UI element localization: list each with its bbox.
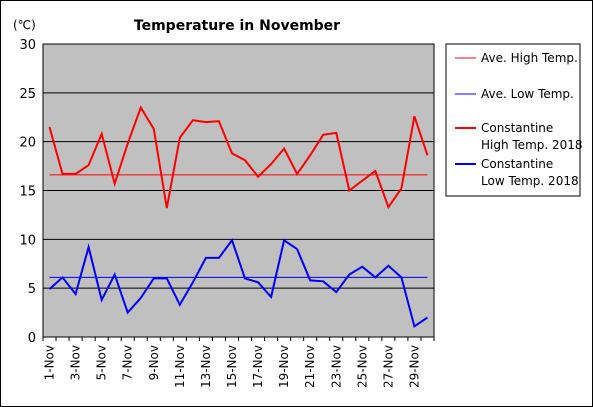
unit-label: (℃) (13, 18, 36, 32)
xtick-label: 5-Nov (95, 345, 109, 380)
xtick-label: 9-Nov (147, 345, 161, 380)
legend-label-2: Ave. Low Temp. (481, 87, 574, 101)
legend-label-4-line-2: Low Temp. 2018 (481, 174, 579, 188)
ytick-label-20: 20 (19, 136, 36, 151)
xtick-label: 27-Nov (381, 345, 395, 388)
xtick-label: 23-Nov (329, 345, 343, 388)
ytick-label-10: 10 (19, 233, 36, 248)
xtick-label: 19-Nov (277, 345, 291, 388)
legend-box (445, 43, 581, 197)
ytick-label-25: 25 (19, 87, 36, 102)
legend-label-4-line-1: Constantine (481, 157, 553, 171)
xtick-label: 1-Nov (43, 345, 57, 380)
xtick-label: 17-Nov (251, 345, 265, 388)
xtick-label: 25-Nov (355, 345, 369, 388)
series-line-3 (48, 105, 429, 210)
xtick-label: 3-Nov (69, 345, 83, 380)
xtick-label: 29-Nov (407, 345, 421, 388)
chart-title: Temperature in November (134, 18, 340, 34)
legend-label-3-line-1: Constantine (481, 121, 553, 135)
legend-label-3-line-2: High Temp. 2018 (481, 138, 583, 152)
xtick-label: 7-Nov (121, 345, 135, 380)
xtick-label: 11-Nov (173, 345, 187, 388)
ytick-label-15: 15 (19, 185, 36, 200)
legend-label-1: Ave. High Temp. (481, 51, 578, 65)
ytick-label-0: 0 (28, 331, 36, 346)
ytick-label-30: 30 (19, 38, 36, 53)
xtick-label: 13-Nov (199, 345, 213, 388)
xtick-label: 15-Nov (225, 345, 239, 388)
xtick-label: 21-Nov (303, 345, 317, 388)
ytick-label-5: 5 (28, 282, 36, 297)
series-line-4 (48, 238, 429, 328)
